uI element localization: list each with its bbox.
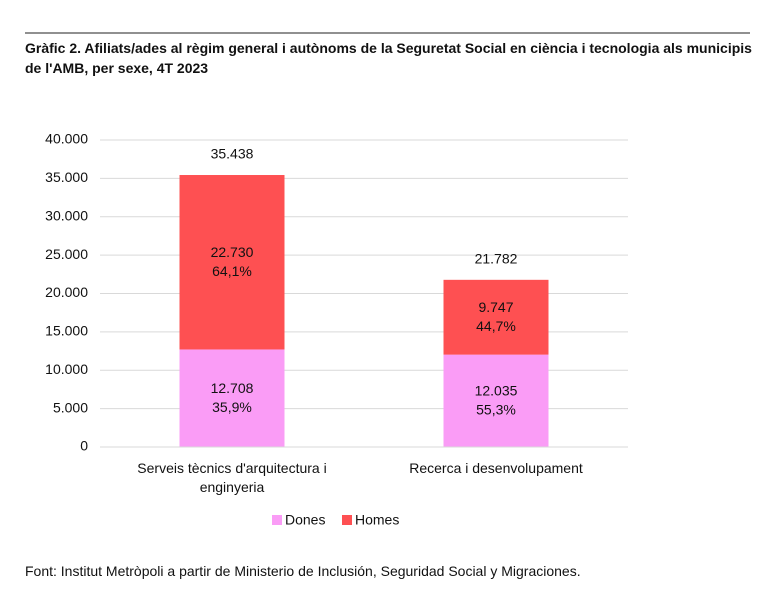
y-tick-label: 0 — [80, 438, 88, 454]
share-label: 64,1% — [212, 263, 252, 279]
share-label: 44,7% — [476, 318, 516, 334]
bar-segment — [179, 349, 285, 447]
y-tick-label: 30.000 — [45, 207, 88, 223]
share-label: 55,3% — [476, 402, 516, 418]
total-label: 21.782 — [475, 251, 518, 267]
y-tick-label: 35.000 — [45, 169, 88, 185]
y-tick-label: 40.000 — [45, 131, 88, 147]
x-tick-label: Serveis tècnics d'arquitectura i enginye… — [137, 460, 327, 495]
value-label: 22.730 — [211, 244, 254, 260]
bar-segment — [179, 175, 285, 350]
bar-segment — [443, 279, 549, 355]
total-label: 35.438 — [211, 146, 254, 162]
bar-segment — [443, 354, 549, 447]
share-label: 35,9% — [212, 399, 252, 415]
legend-swatch — [342, 515, 352, 525]
chart-title: Gràfic 2. Afiliats/ades al règim general… — [25, 40, 752, 76]
y-tick-label: 10.000 — [45, 361, 88, 377]
y-tick-label: 15.000 — [45, 323, 88, 339]
y-tick-label: 25.000 — [45, 246, 88, 262]
legend-label: Homes — [355, 512, 399, 528]
source: Font: Institut Metròpoli a partir de Min… — [25, 563, 581, 579]
value-label: 12.708 — [211, 380, 254, 396]
value-label: 12.035 — [475, 383, 518, 399]
value-label: 9.747 — [478, 299, 513, 315]
x-tick-label: Recerca i desenvolupament — [409, 460, 583, 476]
y-tick-label: 5.000 — [53, 399, 88, 415]
legend-swatch — [272, 515, 282, 525]
legend-label: Dones — [285, 512, 325, 528]
y-tick-label: 20.000 — [45, 284, 88, 300]
